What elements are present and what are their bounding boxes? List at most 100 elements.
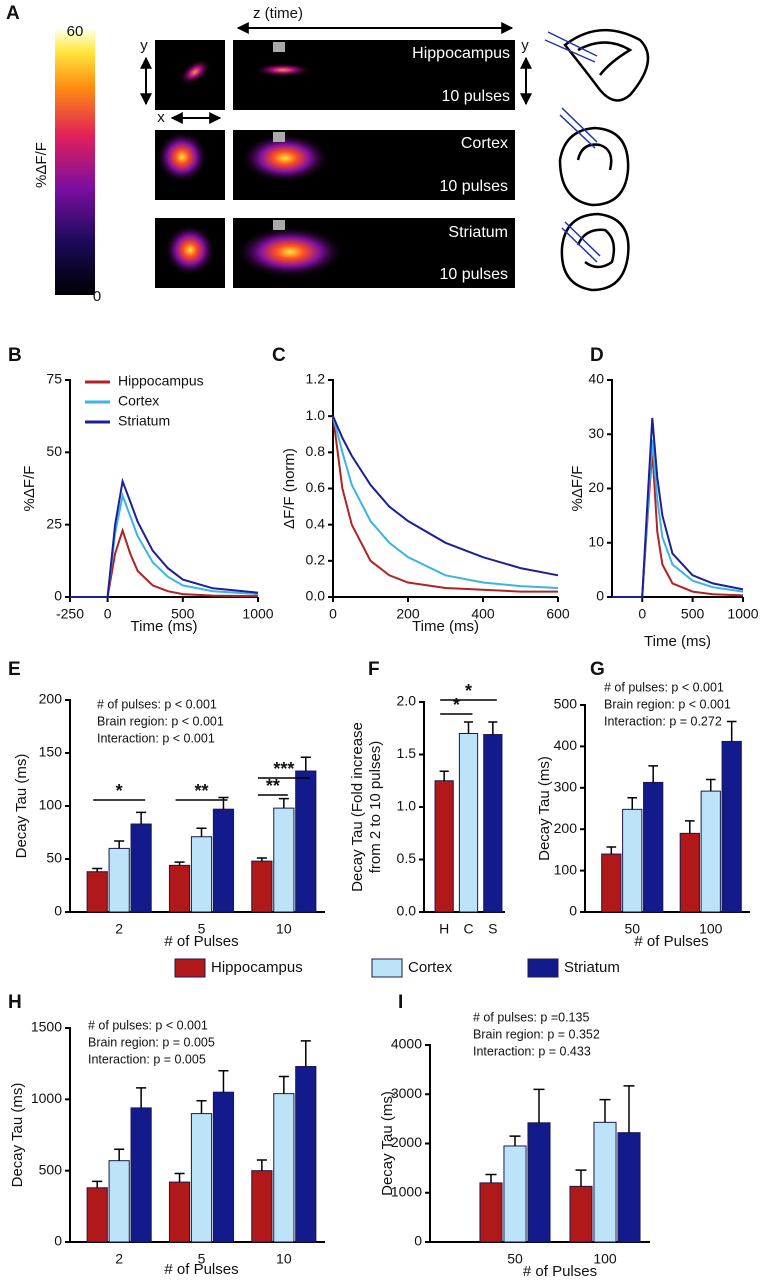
y-tick-label: 1000 [31, 1090, 62, 1106]
bar [251, 860, 273, 913]
bar [251, 1170, 273, 1243]
x-tick-label: 200 [396, 606, 420, 622]
colorbar-label: %ΔF/F [33, 142, 50, 188]
significance-label: ** [194, 781, 208, 801]
x-axis-label: Time (ms) [644, 633, 711, 650]
series-line [612, 450, 744, 598]
x-tick-label: 10 [276, 921, 292, 937]
error-bar [300, 756, 311, 772]
pulses-label: 10 pulses [440, 178, 509, 195]
region-label: Cortex [461, 135, 508, 152]
blob [179, 58, 211, 86]
bar [622, 808, 643, 913]
brain-outline [563, 28, 650, 102]
error-bar [174, 1172, 185, 1183]
x-axis-label: Time (ms) [412, 618, 479, 635]
error-bar [648, 765, 658, 783]
blob [235, 226, 345, 278]
pulses-label: 10 pulses [442, 88, 511, 105]
legend-label: Hippocampus [211, 959, 303, 976]
bar [617, 1132, 641, 1243]
error-bar [196, 1100, 207, 1114]
x-tick-label: 100 [593, 1251, 617, 1267]
error-bar [627, 796, 638, 810]
bar [168, 864, 191, 913]
y-tick-label: 150 [39, 744, 63, 760]
significance-label: *** [273, 759, 294, 779]
stats-text: # of pulses: p < 0.001 [604, 680, 724, 694]
series-line [332, 415, 559, 577]
y-axis-label: Decay Tau (ms) [13, 754, 30, 859]
x-axis-label: # of Pulses [523, 1263, 597, 1280]
bar [479, 1182, 503, 1243]
y-tick-label: 2000 [391, 1134, 422, 1150]
y-tick-label: 0.4 [306, 515, 326, 531]
x-tick-label: 100 [699, 921, 723, 937]
panel-label: B [8, 345, 22, 366]
y-tick-label: 0.5 [397, 850, 417, 866]
bar [503, 1145, 527, 1243]
bar [527, 1122, 551, 1243]
significance-label: ** [266, 776, 280, 796]
y-tick-label: 1.2 [306, 371, 326, 387]
legend-label: Cortex [118, 393, 159, 409]
image-row: Cortex 10 pulses [155, 130, 515, 200]
y-axis-label: %ΔF/F [569, 466, 586, 512]
stats-text: Interaction: p < 0.001 [97, 731, 215, 745]
x-tick-label: 500 [171, 606, 195, 622]
bar [601, 853, 622, 913]
stats-text: Interaction: p = 0.272 [604, 714, 722, 728]
stats-text: Brain region: p < 0.001 [97, 714, 224, 728]
legend-swatch [174, 958, 206, 978]
error-bar [623, 1085, 635, 1133]
error-bar [463, 721, 474, 734]
panel-label: A [6, 3, 20, 24]
x-axis-label: # of Pulses [164, 1261, 238, 1278]
legend-swatch [371, 958, 403, 978]
x-axis-label: # of Pulses [164, 933, 238, 950]
significance-label: * [116, 781, 123, 801]
bar [643, 781, 664, 913]
stats-text: # of pulses: p =0.135 [473, 1010, 589, 1024]
x-tick-label: 2 [115, 921, 123, 937]
bar [86, 1187, 108, 1243]
y-axis-label: %ΔF/F [21, 466, 38, 512]
error-bar [533, 1088, 545, 1123]
image-row: Striatum 10 pulses [155, 218, 515, 288]
bar [108, 1160, 130, 1243]
error-bar [136, 1087, 147, 1108]
bar [168, 1181, 191, 1243]
y-tick-label: 10 [588, 533, 604, 549]
error-bar [726, 720, 737, 742]
x-tick-label: 1000 [242, 606, 273, 622]
bar [190, 836, 213, 913]
bar [483, 734, 503, 913]
y-tick-label: 0 [54, 903, 62, 919]
x-tick-label: 500 [681, 606, 705, 622]
error-bar [218, 1070, 229, 1093]
y-axis-label: Decay Tau (ms) [536, 756, 553, 861]
panel-label: C [272, 345, 286, 366]
error-bar [114, 1148, 125, 1161]
legend-label: Striatum [564, 959, 620, 976]
y-tick-label: 0.6 [306, 479, 326, 495]
colorbar-tick-label: 60 [67, 23, 84, 40]
x-tick-label: 1000 [727, 606, 758, 622]
y-tick-label: 100 [39, 797, 63, 813]
y-tick-label: 75 [46, 371, 62, 387]
series-line [332, 416, 558, 593]
stats-text: Interaction: p = 0.005 [88, 1052, 206, 1066]
error-bar [174, 861, 185, 866]
panel-label: I [398, 992, 403, 1013]
error-bar [92, 867, 103, 872]
y-tick-label: 0.2 [306, 552, 326, 568]
stim-marker [273, 132, 285, 142]
error-bar [599, 1098, 611, 1123]
legend-label: Hippocampus [118, 373, 204, 389]
error-bar [136, 811, 147, 825]
colorbar [55, 30, 95, 295]
y-tick-label: 200 [554, 820, 578, 836]
bar [458, 733, 479, 913]
x-tick-label: 5 [198, 1251, 206, 1267]
z-label: z (time) [253, 5, 303, 22]
